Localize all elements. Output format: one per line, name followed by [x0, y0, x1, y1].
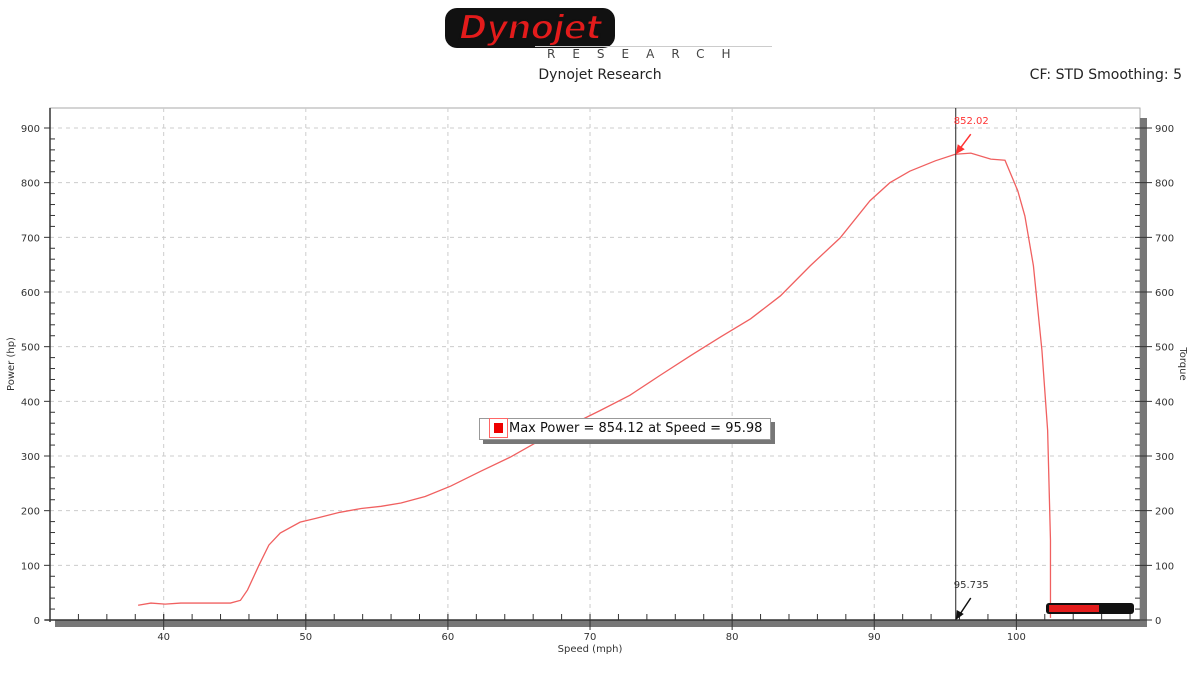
dynojet-logo: Dynojet	[445, 7, 735, 49]
y2-tick-label: 0	[1155, 616, 1161, 627]
plot-border	[49, 107, 1141, 621]
watermark-logo-red	[1049, 605, 1099, 612]
y-tick-label: 400	[21, 397, 40, 408]
y-tick-label: 800	[21, 179, 40, 190]
y2-tick-label: 500	[1155, 343, 1174, 354]
y-tick-label: 500	[21, 343, 40, 354]
y-axis-label: Power (hp)	[6, 337, 17, 391]
y-tick-label: 0	[34, 616, 40, 627]
legend-swatch	[489, 418, 508, 438]
y2-axis-label: Torque	[1177, 346, 1188, 380]
logo-text: Dynojet	[445, 7, 615, 49]
x-tick-label: 80	[726, 632, 739, 643]
y2-tick-label: 800	[1155, 179, 1174, 190]
cf-smoothing-label: CF: STD Smoothing: 5	[1029, 67, 1182, 83]
x-axis-label: Speed (mph)	[558, 644, 623, 655]
y-tick-label: 900	[21, 124, 40, 135]
y2-tick-label: 900	[1155, 124, 1174, 135]
y2-tick-label: 300	[1155, 452, 1174, 463]
cursor-y-arrowhead	[955, 144, 965, 155]
x-tick-label: 100	[1007, 632, 1026, 643]
y-tick-label: 300	[21, 452, 40, 463]
x-tick-label: 40	[157, 632, 170, 643]
x-tick-label: 50	[299, 632, 312, 643]
y-tick-label: 600	[21, 288, 40, 299]
y2-tick-label: 700	[1155, 233, 1174, 244]
y2-tick-label: 600	[1155, 288, 1174, 299]
legend-text: Max Power = 854.12 at Speed = 95.98	[509, 421, 763, 436]
y-tick-label: 700	[21, 233, 40, 244]
legend-box: Max Power = 854.12 at Speed = 95.98	[479, 418, 771, 440]
y2-tick-label: 400	[1155, 397, 1174, 408]
y2-tick-label: 200	[1155, 507, 1174, 518]
cursor-y-value: 852.02	[954, 116, 989, 127]
y-tick-label: 200	[21, 507, 40, 518]
chart-title: Dynojet Research	[538, 67, 662, 83]
y-tick-label: 100	[21, 561, 40, 572]
x-tick-label: 60	[442, 632, 455, 643]
x-tick-label: 90	[868, 632, 881, 643]
x-axis-bar	[55, 620, 1143, 627]
logo-subtext: RESEARCH	[535, 46, 772, 61]
cursor-x-arrowhead	[955, 610, 964, 620]
y2-tick-label: 100	[1155, 561, 1174, 572]
cursor-x-value: 95.735	[954, 580, 989, 591]
x-tick-label: 70	[584, 632, 597, 643]
right-axis-bar	[1140, 118, 1147, 627]
power-curve	[137, 152, 1052, 618]
